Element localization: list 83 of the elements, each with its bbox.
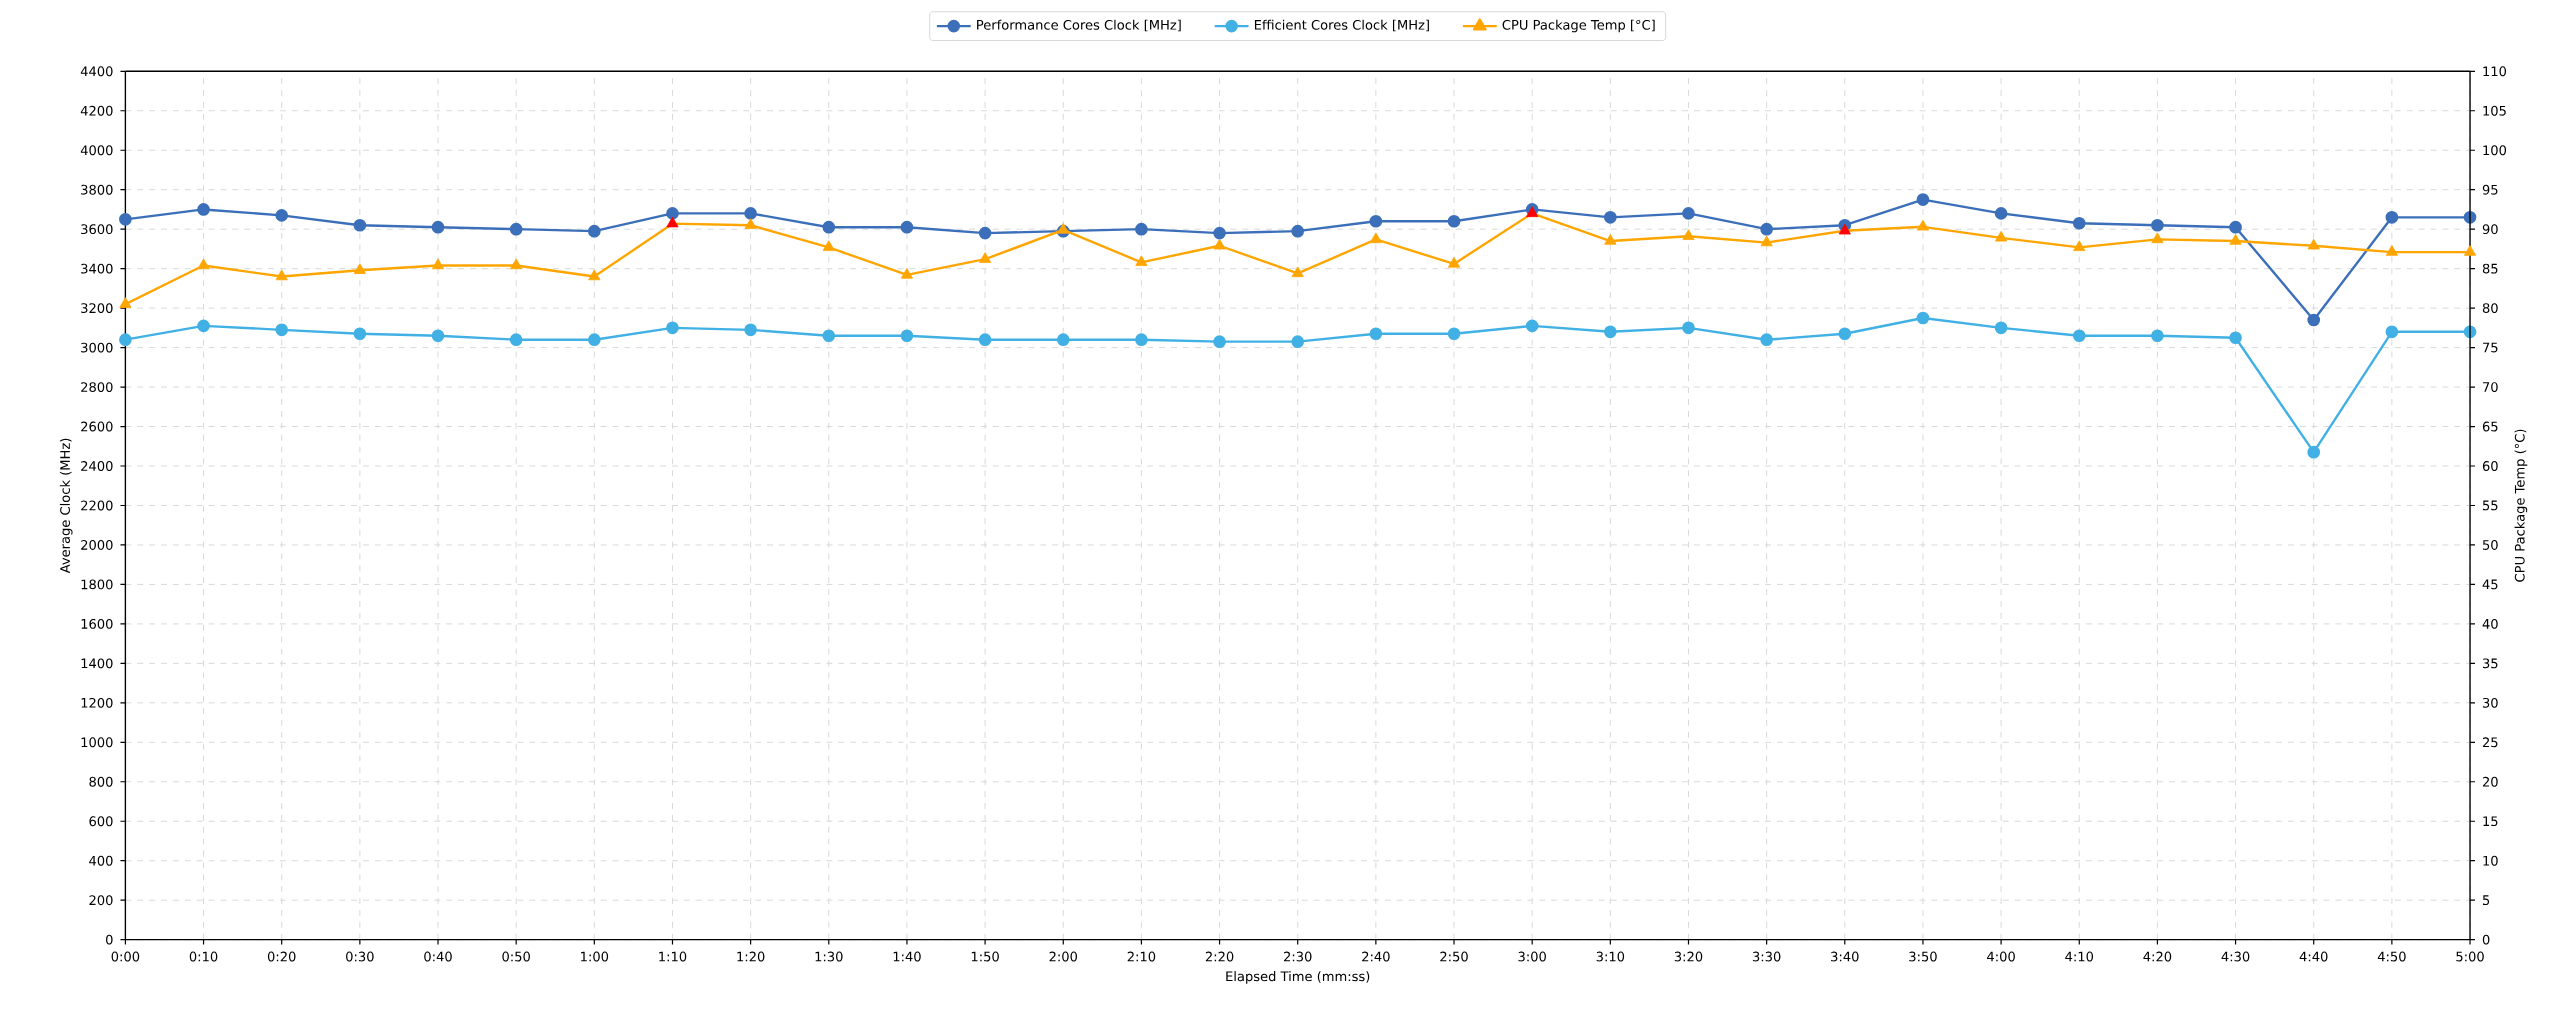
y2-tick-label: 45 — [2482, 579, 2498, 590]
x-tick-label: 0:20 — [267, 951, 296, 962]
y-tick-label: 1800 — [81, 579, 113, 590]
x-tick-label: 0:10 — [189, 951, 218, 962]
y2-tick-label: 25 — [2482, 737, 2498, 748]
y-tick-label: 2400 — [81, 461, 113, 471]
y-tick-label: 3000 — [81, 342, 113, 353]
x-tick-label: 0:50 — [502, 951, 530, 962]
y-tick-label: 1200 — [81, 697, 113, 708]
x-tick-label: 4:00 — [1987, 951, 2015, 962]
y-tick-label: 3400 — [81, 263, 113, 274]
x-tick-label: 4:20 — [2143, 951, 2172, 962]
x-tick-label: 2:40 — [1362, 951, 1390, 962]
y2-tick-label: 105 — [2483, 105, 2506, 116]
y2-tick-label: 30 — [2482, 697, 2498, 708]
x-tick-label: 3:00 — [1518, 951, 1546, 962]
y2-tick-label: 35 — [2482, 658, 2498, 669]
x-tick-label: 2:00 — [1049, 951, 1078, 962]
x-tick-label: 1:50 — [971, 951, 999, 962]
x-tick-label: 3:30 — [1752, 951, 1781, 962]
x-tick-label: 1:40 — [893, 951, 921, 962]
x-tick-label: 2:50 — [1440, 951, 1468, 962]
y-tick-label: 1000 — [81, 737, 113, 748]
x-tick-label: 2:30 — [1284, 951, 1312, 962]
y2-axis-title: CPU Package Temp (°C) — [2514, 429, 2528, 582]
y2-tick-label: 65 — [2482, 421, 2498, 432]
y-tick-label: 4400 — [80, 66, 113, 77]
x-tick-label: 3:10 — [1596, 951, 1625, 962]
y-tick-label: 2200 — [81, 500, 113, 511]
y2-tick-label: 0 — [2482, 934, 2490, 945]
y2-tick-label: 60 — [2482, 461, 2498, 471]
y-tick-label: 400 — [89, 855, 113, 866]
y2-tick-label: 10 — [2483, 855, 2498, 866]
y2-tick-label: 100 — [2483, 145, 2507, 156]
y-tick-label: 1600 — [81, 618, 113, 629]
y-tick-label: 0 — [106, 934, 113, 945]
x-tick-label: 2:20 — [1205, 951, 1234, 962]
y2-tick-label: 110 — [2483, 66, 2507, 77]
y-tick-label: 4000 — [80, 145, 113, 156]
legend-label: CPU Package Temp [°C] — [1502, 19, 1655, 33]
y2-tick-label: 85 — [2482, 263, 2498, 274]
x-axis-title: Elapsed Time (mm:ss) — [1226, 971, 1370, 984]
x-tick-label: 3:40 — [1831, 951, 1859, 962]
y-axis-title: Average Clock (MHz) — [59, 438, 73, 574]
x-tick-label: 2:10 — [1127, 951, 1156, 962]
x-tick-label: 3:50 — [1909, 951, 1937, 962]
y2-tick-label: 95 — [2482, 184, 2498, 195]
y-tick-label: 4200 — [80, 105, 113, 116]
x-tick-label: 1:00 — [581, 951, 609, 962]
x-tick-label: 4:40 — [2299, 951, 2328, 962]
x-tick-label: 5:00 — [2456, 951, 2484, 962]
y2-tick-label: 80 — [2482, 303, 2498, 314]
y2-tick-label: 20 — [2482, 776, 2498, 787]
x-tick-label: 4:30 — [2221, 951, 2250, 962]
x-tick-label: 0:00 — [111, 951, 140, 962]
legend-label: Efficient Cores Clock [MHz] — [1254, 19, 1429, 32]
y-tick-label: 600 — [89, 816, 113, 827]
x-tick-label: 0:40 — [424, 951, 452, 962]
y2-tick-label: 70 — [2483, 382, 2498, 393]
x-tick-label: 1:30 — [815, 951, 843, 962]
y-tick-label: 200 — [89, 895, 113, 906]
y-tick-label: 3800 — [81, 184, 113, 195]
y-tick-label: 2600 — [81, 421, 113, 432]
x-tick-label: 0:30 — [346, 951, 374, 962]
y2-tick-label: 90 — [2482, 224, 2498, 235]
x-tick-label: 1:10 — [659, 951, 687, 962]
y-tick-label: 1400 — [81, 658, 113, 669]
y2-tick-label: 50 — [2482, 540, 2498, 550]
y-tick-label: 3600 — [81, 224, 113, 235]
x-tick-label: 4:10 — [2065, 951, 2094, 962]
y2-tick-label: 15 — [2483, 816, 2498, 827]
y2-tick-label: 5 — [2482, 895, 2490, 906]
x-tick-label: 1:20 — [737, 951, 765, 962]
x-tick-label: 3:20 — [1674, 951, 1703, 962]
x-tick-label: 4:50 — [2377, 951, 2406, 962]
y-tick-label: 2000 — [81, 540, 113, 550]
y-tick-label: 2800 — [81, 382, 113, 393]
y2-tick-label: 40 — [2482, 618, 2498, 629]
y2-tick-label: 75 — [2483, 342, 2498, 353]
y2-tick-label: 55 — [2482, 500, 2498, 511]
legend-label: Performance Cores Clock [MHz] — [977, 19, 1181, 32]
y-tick-label: 3200 — [81, 303, 113, 314]
y-tick-label: 800 — [89, 776, 113, 787]
